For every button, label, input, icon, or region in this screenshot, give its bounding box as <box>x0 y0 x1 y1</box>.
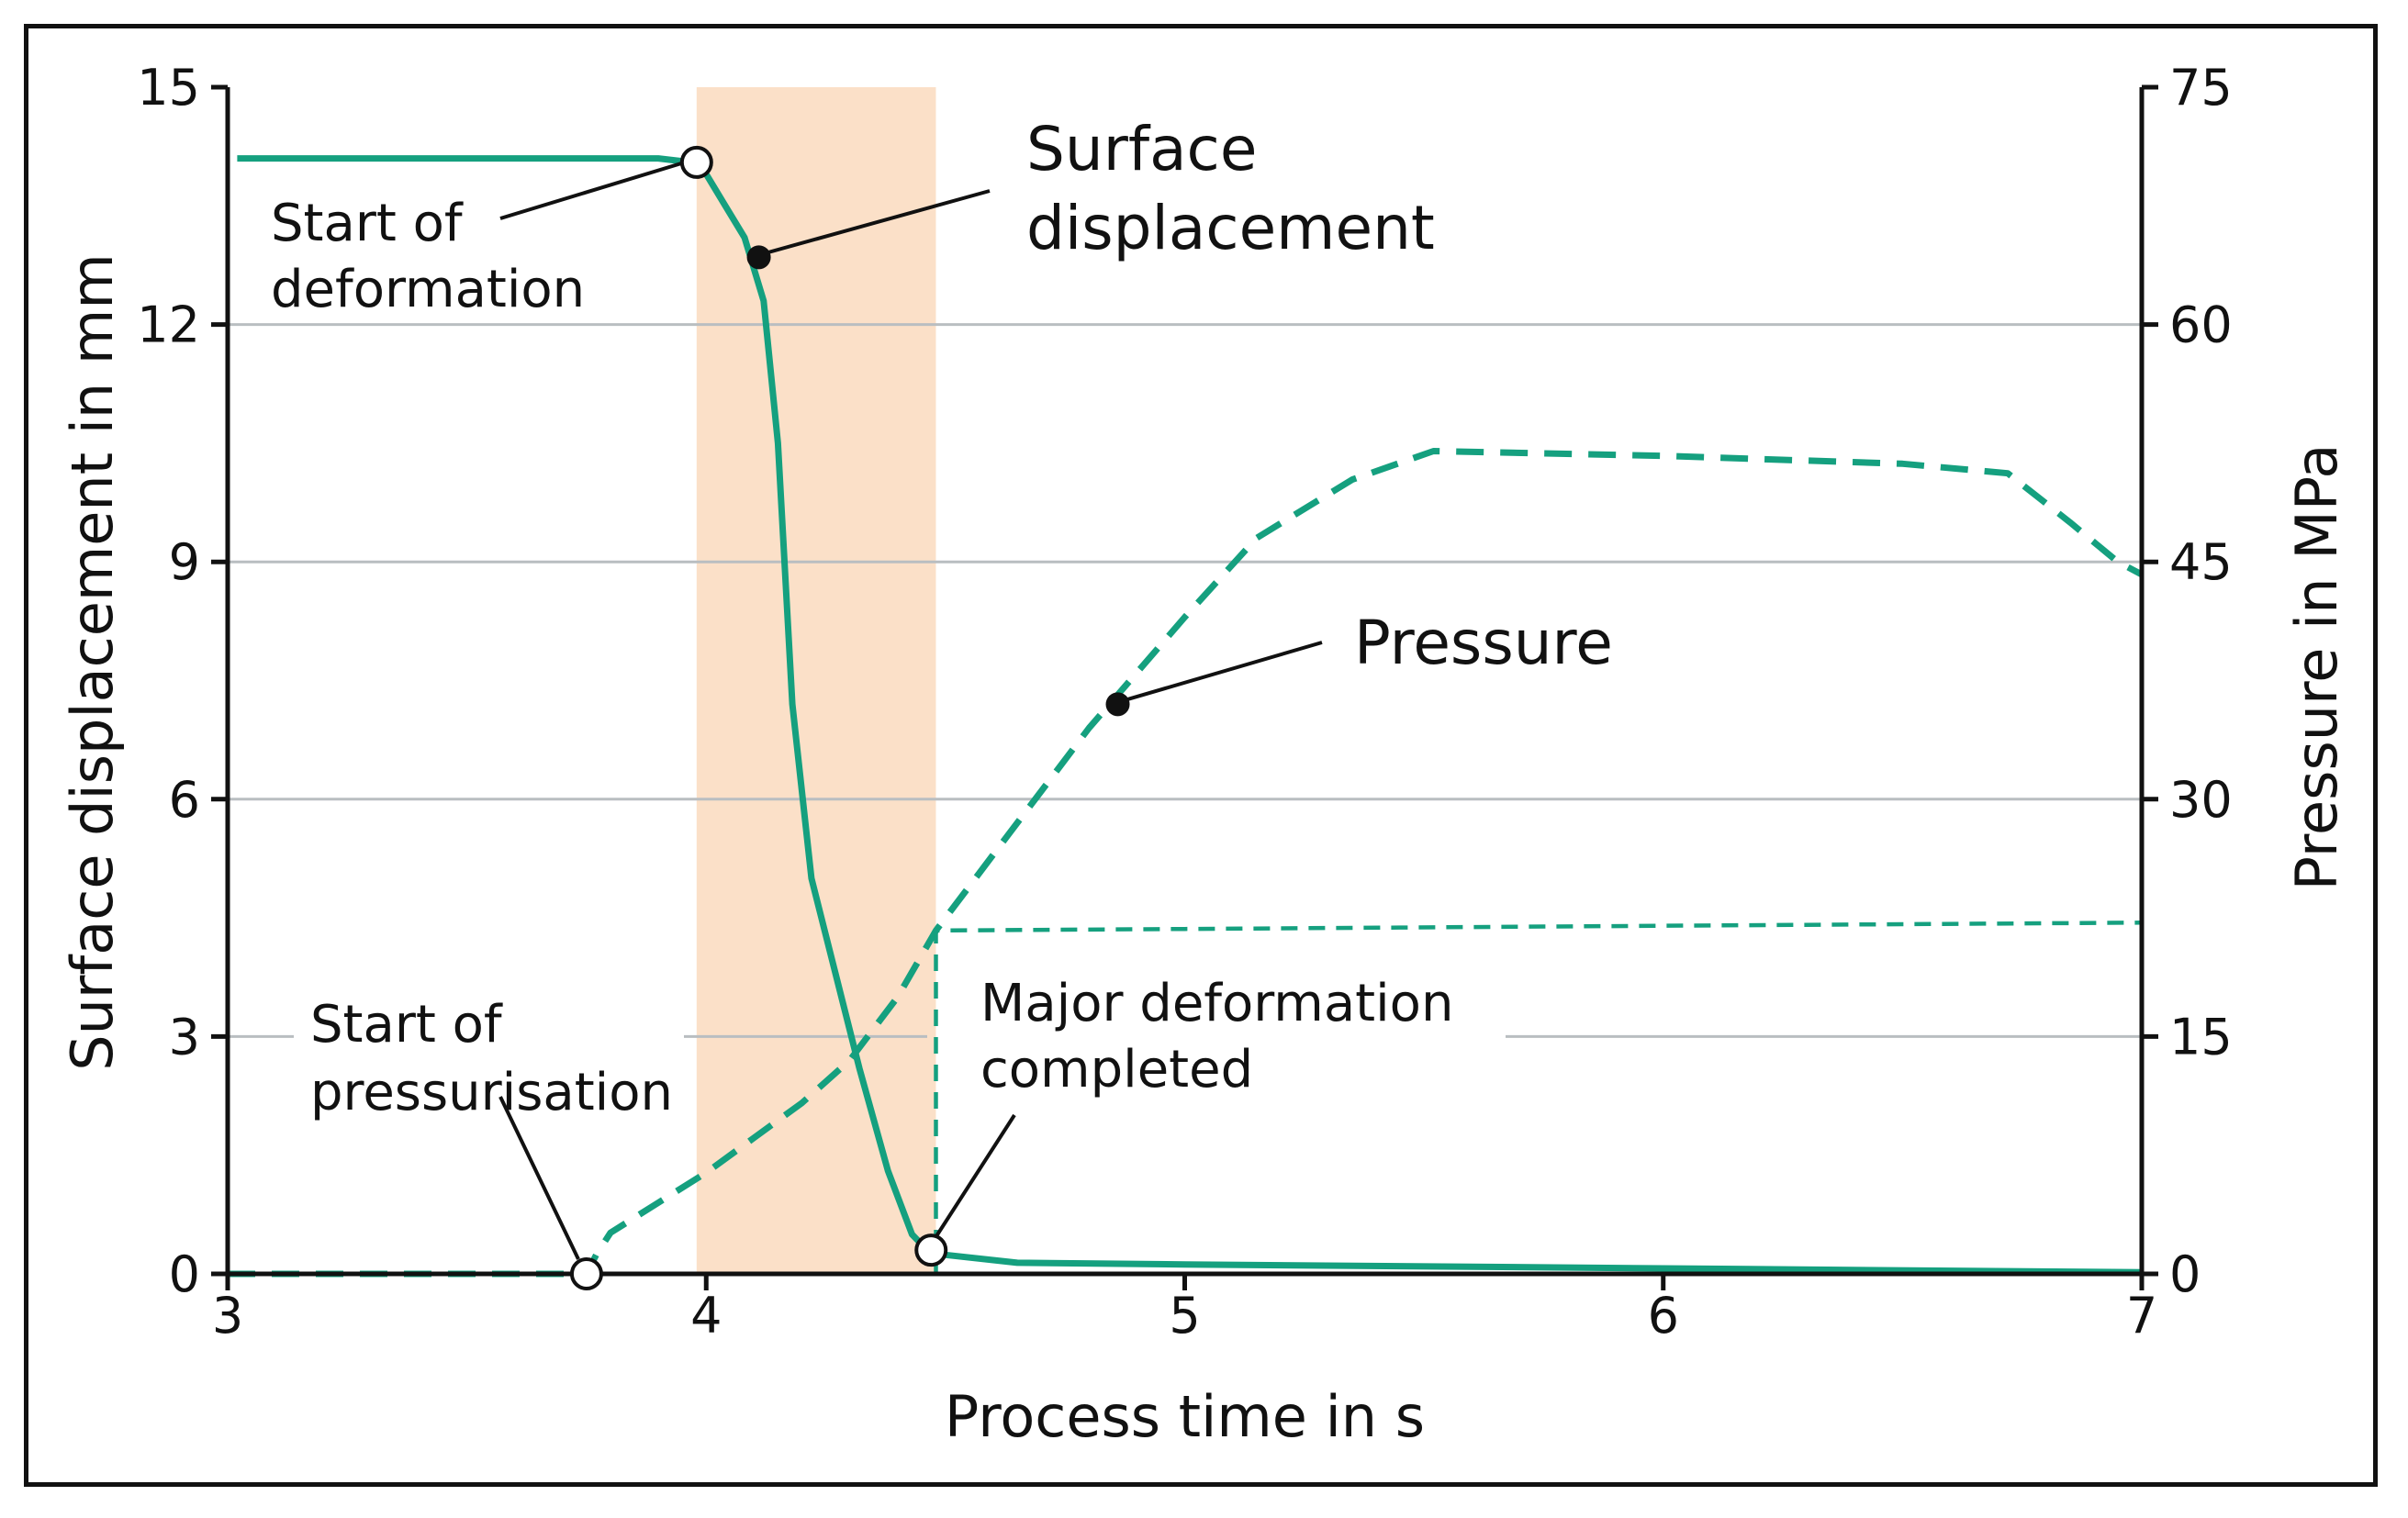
series-pressure <box>228 448 2144 1278</box>
chart-frame <box>24 24 2378 1487</box>
x-tick-label: 7 <box>2126 1287 2157 1345</box>
y-left-tick-label: 3 <box>169 1008 200 1066</box>
filled-circle-marker <box>1105 692 1130 717</box>
background-layer <box>696 87 936 1274</box>
annotation-major-deformation: completed <box>980 1040 1253 1099</box>
annotation-pressure: Pressure <box>1354 608 1613 678</box>
annotation-start-deformation: Start of <box>271 194 464 253</box>
annotation-layer: Start of deformation Surface displacement Pr… <box>271 114 1613 1260</box>
y-left-tick-label: 0 <box>169 1245 200 1303</box>
y-right-tick-label: 0 <box>2169 1245 2201 1303</box>
annotation-surface-displacement: Surface <box>1026 114 1257 184</box>
y-axis-right-title: Pressure in MPa <box>2283 444 2350 891</box>
x-tick-label: 3 <box>212 1287 243 1345</box>
annotation-leader <box>757 189 991 257</box>
y-right-tick-label: 30 <box>2169 771 2233 829</box>
annotation-leader <box>499 159 691 220</box>
x-tick-label: 6 <box>1648 1287 1679 1345</box>
series-layer <box>228 155 2144 1278</box>
y-right-tick-label: 75 <box>2169 59 2233 117</box>
x-tick-label: 5 <box>1169 1287 1200 1345</box>
x-axis-title: Process time in s <box>945 1383 1425 1450</box>
open-circle-marker <box>914 1233 948 1267</box>
y-right-tick-label: 15 <box>2169 1008 2233 1066</box>
y-right-tick-label: 60 <box>2169 296 2233 354</box>
open-circle-marker <box>569 1257 603 1290</box>
annotation-leader <box>933 1113 1016 1241</box>
y-left-tick-label: 12 <box>137 296 200 354</box>
annotation-start-pressurisation: Start of <box>310 995 503 1055</box>
annotation-surface-displacement: displacement <box>1026 193 1435 263</box>
y-left-tick-label: 6 <box>169 771 200 829</box>
y-left-tick-label: 15 <box>137 59 200 117</box>
annotation-leader <box>1117 641 1323 704</box>
filled-circle-marker <box>746 245 771 270</box>
x-tick-label: 4 <box>690 1287 722 1345</box>
series-surface-displacement <box>237 155 2143 1276</box>
y-left-tick-label: 9 <box>169 533 200 591</box>
y-axis-left-title: Surface displacement in mm <box>59 253 126 1070</box>
annotation-start-deformation: deformation <box>271 260 585 319</box>
grid-layer <box>228 323 2142 1038</box>
series-reference-line <box>934 921 2143 1274</box>
marker-layer <box>569 145 1130 1290</box>
annotation-start-pressurisation: pressurisation <box>310 1063 673 1122</box>
annotation-leader <box>498 1096 580 1260</box>
y-right-tick-label: 45 <box>2169 533 2233 591</box>
highlight-region <box>696 87 936 1274</box>
open-circle-marker <box>679 145 713 179</box>
annotation-major-deformation: Major deformation <box>980 974 1453 1033</box>
